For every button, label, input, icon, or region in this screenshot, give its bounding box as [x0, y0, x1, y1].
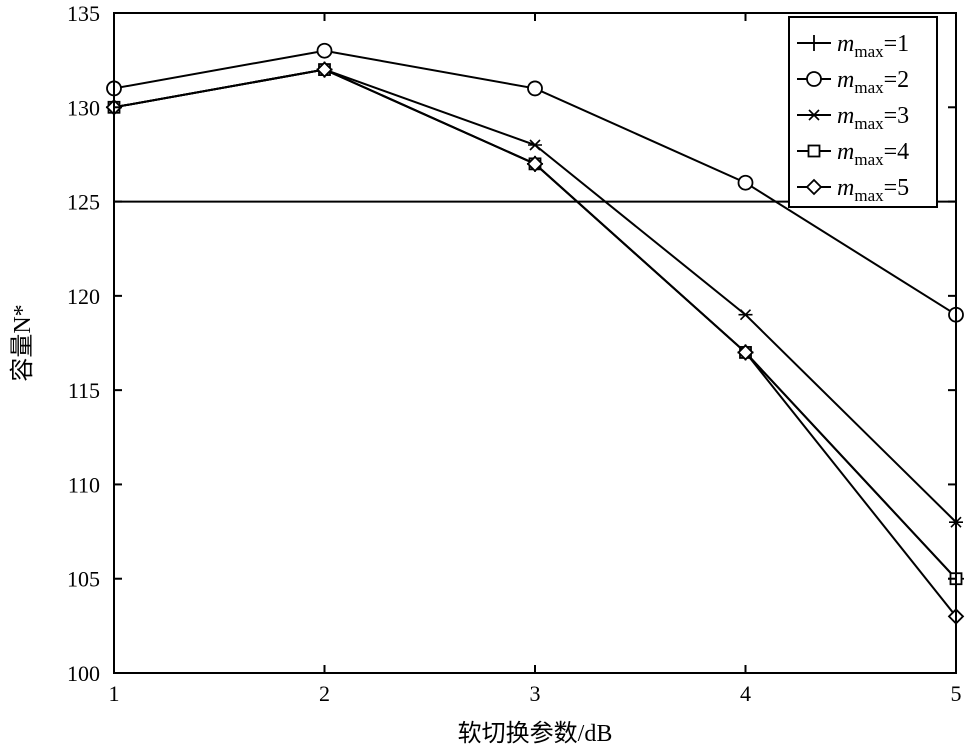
series-5	[105, 61, 965, 625]
x-axis-label: 软切换参数/dB	[458, 720, 613, 747]
y-tick-label: 100	[67, 661, 100, 686]
legend-item: mmax=5	[797, 175, 909, 205]
y-axis-label: 容量N*	[9, 304, 36, 381]
legend-item: mmax=4	[797, 139, 909, 169]
y-tick-label: 115	[68, 378, 100, 403]
legend-marker-circle	[806, 71, 822, 87]
data-point-circle	[737, 174, 754, 191]
legend-item: mmax=2	[797, 67, 909, 97]
legend-label: mmax=4	[837, 139, 909, 169]
x-tick-label: 3	[530, 681, 541, 706]
data-point-circle	[527, 80, 543, 97]
series-layer	[105, 42, 965, 625]
legend-marker-square	[807, 144, 821, 158]
legend: mmax=1 mmax=2 mmax=3 mmax=4 mmax=5	[788, 16, 938, 208]
legend-marker-star	[807, 109, 821, 121]
y-tick-label: 110	[68, 472, 100, 497]
legend-label: mmax=1	[837, 31, 909, 61]
x-tick-label: 1	[109, 681, 120, 706]
data-point-diamond	[737, 344, 754, 361]
series-2	[106, 42, 964, 323]
x-tick-label: 5	[951, 681, 962, 706]
legend-item: mmax=3	[797, 103, 909, 133]
legend-label: mmax=2	[837, 67, 909, 97]
data-point-star	[528, 139, 542, 151]
y-tick-label: 105	[67, 567, 100, 592]
legend-marker-diamond	[805, 178, 823, 196]
y-tick-label: 125	[67, 190, 100, 215]
legend-label: mmax=3	[837, 103, 909, 133]
legend-marker-plus	[806, 35, 822, 51]
legend-label: mmax=5	[837, 175, 909, 205]
y-tick-label: 120	[67, 284, 100, 309]
data-point-star	[738, 309, 753, 321]
x-tick-label: 2	[319, 681, 330, 706]
x-tick-label: 4	[740, 681, 751, 706]
data-point-circle	[316, 42, 333, 59]
data-point-diamond	[316, 61, 333, 78]
data-point-diamond	[526, 155, 544, 173]
y-tick-label: 130	[67, 95, 100, 120]
tick-layer: 1 2 3 4 5 100 105 110 115 120 125 130 135	[67, 1, 962, 706]
y-tick-label: 135	[67, 1, 100, 26]
legend-item: mmax=1	[797, 31, 909, 61]
